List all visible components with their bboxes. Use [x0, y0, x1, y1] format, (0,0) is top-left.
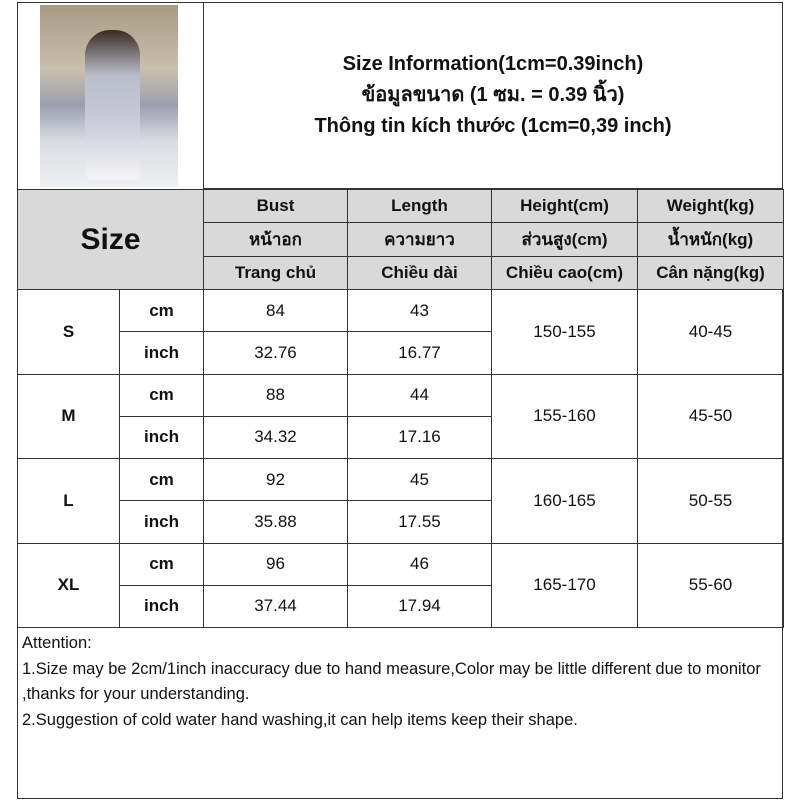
- size-header: Size: [17, 189, 204, 290]
- title-thai: ข้อมูลขนาด (1 ซม. = 0.39 นิ้ว): [361, 84, 625, 106]
- column-header: น้ำหนัก(kg): [637, 222, 784, 257]
- bust-inch: 32.76: [203, 331, 348, 375]
- length-cm: 46: [347, 542, 492, 586]
- title-english: Size Information(1cm=0.39inch): [342, 53, 644, 75]
- bust-cm: 88: [203, 373, 348, 417]
- unit-label-inch: inch: [119, 331, 204, 375]
- length-inch: 17.16: [347, 415, 492, 459]
- length-cm: 43: [347, 289, 492, 333]
- size-label: L: [17, 458, 120, 544]
- column-header: หน้าอก: [203, 222, 348, 257]
- height-range: 150-155: [491, 289, 638, 375]
- weight-range: 55-60: [637, 542, 784, 628]
- title-block: Size Information(1cm=0.39inch) ข้อมูลขนา…: [203, 2, 783, 189]
- length-inch: 16.77: [347, 331, 492, 375]
- column-header: Chiều dài: [347, 256, 492, 290]
- unit-label-cm: cm: [119, 373, 204, 417]
- bust-inch: 37.44: [203, 584, 348, 628]
- size-label: XL: [17, 542, 120, 628]
- notes-heading: Attention:: [22, 634, 92, 652]
- notes: Attention: 1.Size may be 2cm/1inch inacc…: [17, 627, 783, 799]
- note-2: 2.Suggestion of cold water hand washing,…: [22, 710, 578, 729]
- model-figure: [85, 30, 140, 180]
- length-inch: 17.55: [347, 500, 492, 544]
- bust-inch: 34.32: [203, 415, 348, 459]
- bust-inch: 35.88: [203, 500, 348, 544]
- bust-cm: 92: [203, 458, 348, 502]
- unit-label-cm: cm: [119, 458, 204, 502]
- column-header: Weight(kg): [637, 189, 784, 223]
- column-header: Bust: [203, 189, 348, 223]
- unit-label-cm: cm: [119, 289, 204, 333]
- weight-range: 45-50: [637, 373, 784, 459]
- height-range: 155-160: [491, 373, 638, 459]
- column-header: Height(cm): [491, 189, 638, 223]
- weight-range: 50-55: [637, 458, 784, 544]
- weight-range: 40-45: [637, 289, 784, 375]
- column-header: Trang chủ: [203, 256, 348, 290]
- height-range: 160-165: [491, 458, 638, 544]
- unit-label-inch: inch: [119, 584, 204, 628]
- size-label: S: [17, 289, 120, 375]
- column-header: ส่วนสูง(cm): [491, 222, 638, 257]
- column-header: Length: [347, 189, 492, 223]
- length-cm: 45: [347, 458, 492, 502]
- bust-cm: 84: [203, 289, 348, 333]
- length-cm: 44: [347, 373, 492, 417]
- bust-cm: 96: [203, 542, 348, 586]
- unit-label-cm: cm: [119, 542, 204, 586]
- size-label: M: [17, 373, 120, 459]
- unit-label-inch: inch: [119, 415, 204, 459]
- product-photo: [40, 5, 178, 187]
- length-inch: 17.94: [347, 584, 492, 628]
- column-header: Chiều cao(cm): [491, 256, 638, 290]
- note-1: 1.Size may be 2cm/1inch inaccuracy due t…: [22, 659, 761, 704]
- unit-label-inch: inch: [119, 500, 204, 544]
- title-vietnamese: Thông tin kích thước (1cm=0,39 inch): [314, 115, 672, 137]
- height-range: 165-170: [491, 542, 638, 628]
- column-header: ความยาว: [347, 222, 492, 257]
- column-header: Cân nặng(kg): [637, 256, 784, 290]
